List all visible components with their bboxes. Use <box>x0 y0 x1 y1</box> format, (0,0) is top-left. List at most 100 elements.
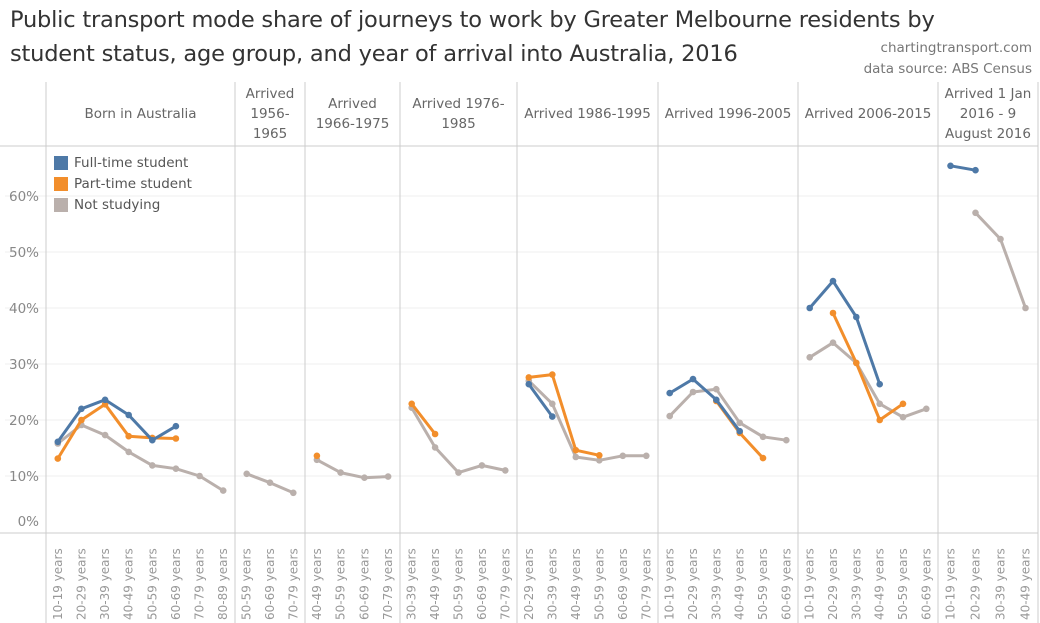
data-point[interactable] <box>172 435 180 442</box>
data-point[interactable] <box>759 433 767 441</box>
panel-header: Arrived 1976-1985 <box>412 96 505 132</box>
data-point[interactable] <box>266 479 274 487</box>
data-point[interactable] <box>947 162 954 170</box>
data-point[interactable] <box>972 166 979 174</box>
data-point[interactable] <box>549 413 556 420</box>
data-point[interactable] <box>54 438 62 446</box>
data-point[interactable] <box>572 453 580 461</box>
y-tick-label: 0% <box>18 514 40 530</box>
data-point[interactable] <box>972 209 979 217</box>
data-point[interactable] <box>759 454 767 462</box>
data-point[interactable] <box>478 462 486 469</box>
x-tick-label: 20-29 years <box>522 548 536 620</box>
data-point[interactable] <box>666 412 673 420</box>
data-point[interactable] <box>455 469 462 476</box>
series-line-not-studying <box>974 211 1027 310</box>
data-point[interactable] <box>549 371 556 378</box>
series-line-part-time-student <box>56 402 178 461</box>
data-point[interactable] <box>125 432 132 440</box>
panel-header: Arrived 1986-1995 <box>524 106 651 122</box>
data-point[interactable] <box>196 472 203 480</box>
legend-item[interactable]: Full-time student <box>54 152 192 173</box>
x-tick-label: 80-89 years <box>216 548 230 620</box>
data-point[interactable] <box>876 400 883 408</box>
data-point[interactable] <box>619 452 627 460</box>
data-point[interactable] <box>806 304 813 312</box>
data-point[interactable] <box>853 313 860 321</box>
data-point[interactable] <box>596 452 603 459</box>
data-point[interactable] <box>219 487 227 494</box>
data-point[interactable] <box>829 277 837 285</box>
data-point[interactable] <box>713 396 720 404</box>
data-point[interactable] <box>125 448 132 456</box>
data-point[interactable] <box>125 411 132 419</box>
series-line-not-studying <box>56 423 225 493</box>
data-point[interactable] <box>689 388 697 396</box>
x-tick-label: 50-59 years <box>240 548 254 620</box>
data-point[interactable] <box>899 413 907 421</box>
data-point[interactable] <box>806 354 813 361</box>
series-line-full-time-student <box>808 279 882 386</box>
data-point[interactable] <box>502 467 509 474</box>
data-point[interactable] <box>361 474 368 482</box>
data-point[interactable] <box>736 427 743 435</box>
data-point[interactable] <box>78 416 85 424</box>
data-point[interactable] <box>313 452 321 460</box>
data-point[interactable] <box>853 359 860 367</box>
data-point[interactable] <box>549 400 556 408</box>
data-point[interactable] <box>101 431 109 439</box>
data-point[interactable] <box>337 469 344 476</box>
y-tick-label: 30% <box>9 357 39 373</box>
data-point[interactable] <box>243 470 250 478</box>
x-tick-label: 10-19 years <box>944 548 958 620</box>
data-point[interactable] <box>666 389 673 397</box>
data-point[interactable] <box>431 444 439 451</box>
data-point[interactable] <box>172 422 180 430</box>
data-point[interactable] <box>643 452 650 460</box>
data-point[interactable] <box>783 436 790 444</box>
x-tick-label: 70-79 years <box>498 548 512 620</box>
data-point[interactable] <box>408 400 416 408</box>
data-point[interactable] <box>899 400 907 408</box>
y-tick-label: 40% <box>9 301 39 317</box>
x-tick-label: 40-49 years <box>122 548 136 620</box>
series-marks <box>54 162 1029 497</box>
data-point[interactable] <box>923 405 930 413</box>
data-point[interactable] <box>1022 304 1029 312</box>
data-point[interactable] <box>713 385 720 393</box>
x-tick-label: 10-19 years <box>803 548 817 620</box>
data-point[interactable] <box>149 462 156 469</box>
data-point[interactable] <box>431 430 439 438</box>
data-point[interactable] <box>689 375 697 383</box>
legend: Full-time student Part-time student Not st… <box>54 152 192 215</box>
data-point[interactable] <box>384 473 392 480</box>
x-tick-label: 40-49 years <box>428 548 442 620</box>
x-tick-label: 20-29 years <box>74 548 88 620</box>
data-point[interactable] <box>736 419 743 427</box>
data-point[interactable] <box>596 457 603 464</box>
data-point[interactable] <box>54 455 62 462</box>
legend-item[interactable]: Part-time student <box>54 173 192 194</box>
data-point[interactable] <box>525 374 533 381</box>
legend-swatch <box>54 176 68 191</box>
data-point[interactable] <box>149 436 156 444</box>
data-point[interactable] <box>572 446 580 454</box>
data-point[interactable] <box>290 489 297 497</box>
data-point[interactable] <box>172 465 180 473</box>
panel-header: Arrived 2006-2015 <box>804 106 932 122</box>
data-point[interactable] <box>101 396 109 404</box>
x-tick-label: 10-19 years <box>51 548 65 620</box>
data-point[interactable] <box>829 309 837 317</box>
chart-title-line-1: Public transport mode share of journeys … <box>10 7 935 33</box>
data-point[interactable] <box>997 235 1004 243</box>
x-tick-label: 30-39 years <box>849 548 863 620</box>
data-point[interactable] <box>78 405 85 413</box>
x-tick-label: 50-59 years <box>896 548 910 620</box>
data-point[interactable] <box>525 380 533 388</box>
data-point[interactable] <box>829 339 837 347</box>
y-axis: 0% 10% 20% 30% 40% 50% 60% <box>9 189 39 530</box>
series-line-not-studying <box>410 406 507 475</box>
data-point[interactable] <box>876 380 883 388</box>
legend-item[interactable]: Not studying <box>54 194 192 215</box>
data-point[interactable] <box>876 416 883 424</box>
